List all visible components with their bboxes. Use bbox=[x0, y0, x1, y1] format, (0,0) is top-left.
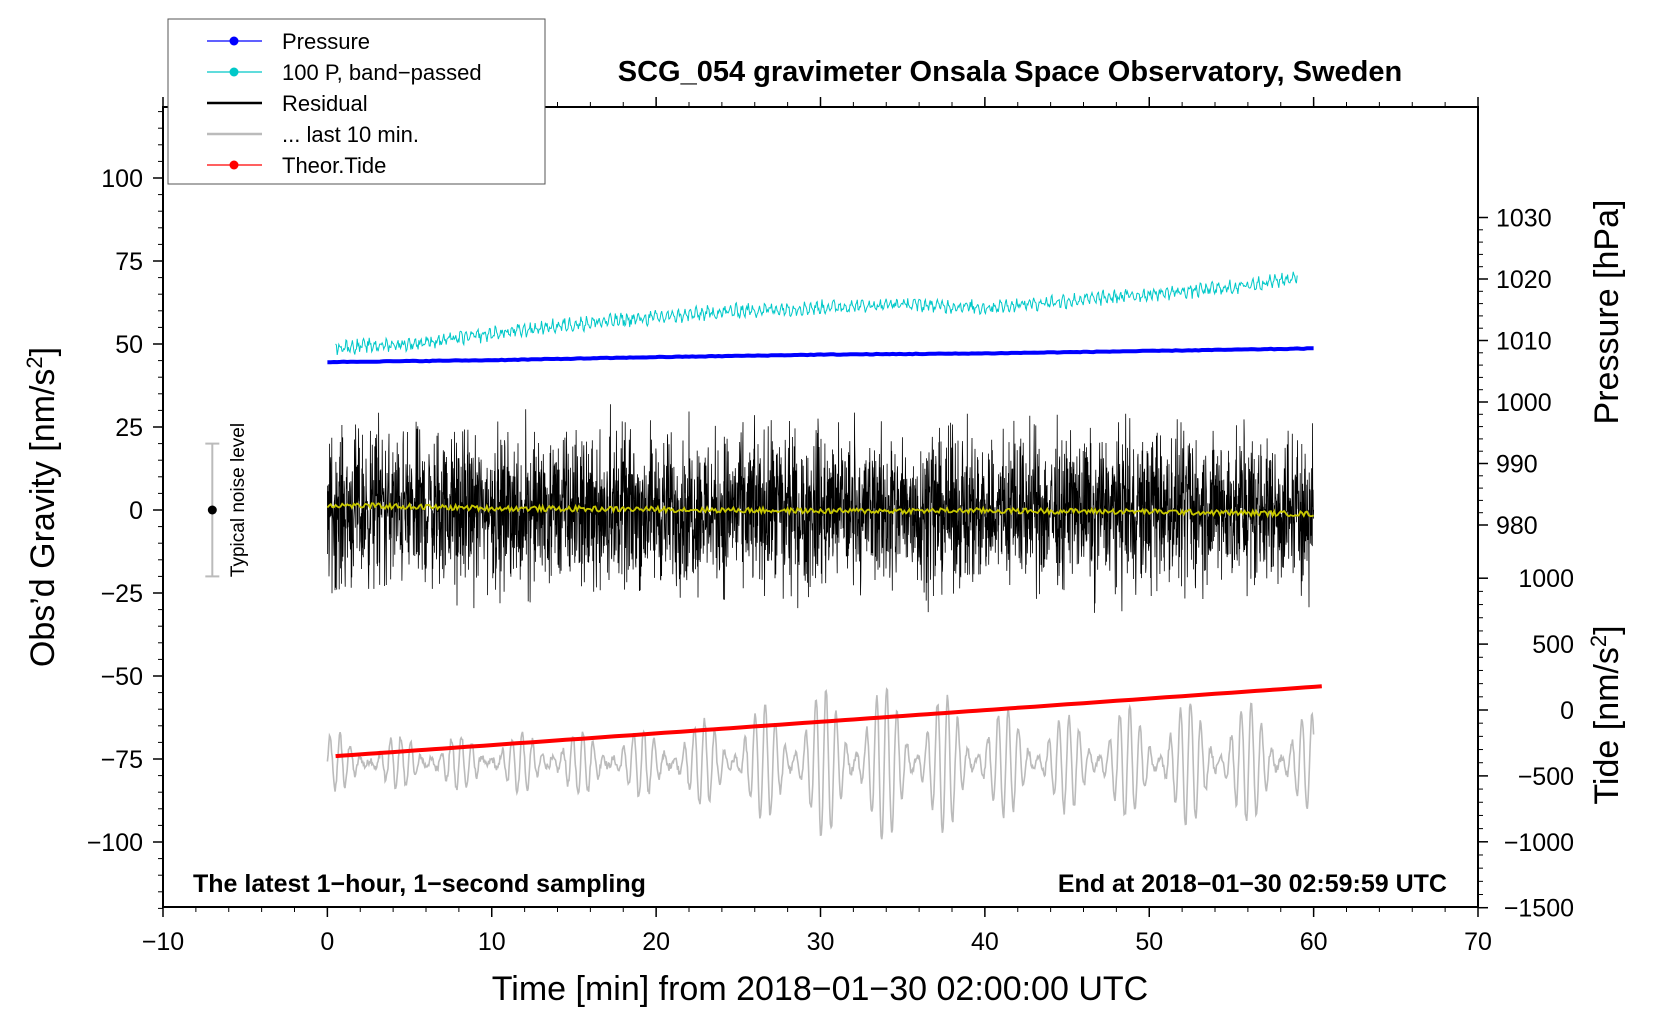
residual-smoothed-series bbox=[326, 501, 1314, 519]
x-tick-label: 40 bbox=[971, 928, 999, 956]
pressure-tick-label: 1010 bbox=[1496, 328, 1552, 356]
pressure-tick-label: 1020 bbox=[1496, 266, 1552, 294]
tide-tick-label: −500 bbox=[1518, 763, 1574, 791]
pressure-series bbox=[327, 346, 1314, 365]
pressure-tick-label: 990 bbox=[1496, 451, 1538, 479]
x-axis-label: Time [min] from 2018−01−30 02:00:00 UTC bbox=[492, 970, 1148, 1008]
series-layer bbox=[326, 271, 1322, 840]
legend: Pressure 100 P, band−passed Residual ... la… bbox=[207, 29, 482, 178]
legend-box bbox=[167, 18, 546, 185]
legend-label: Pressure bbox=[282, 29, 370, 54]
x-axis-ticks: −10 0 10 20 30 40 50 60 70 bbox=[142, 97, 1492, 956]
pressure-tick-label: 1000 bbox=[1496, 389, 1552, 417]
noise-center-dot bbox=[207, 505, 217, 515]
left-tick-label: 100 bbox=[101, 165, 143, 193]
left-tick-label: 0 bbox=[129, 497, 143, 525]
left-axis-label: Obs’d Gravity [nm/s2] bbox=[22, 347, 63, 667]
pressure-axis-label: Pressure [hPa] bbox=[1588, 200, 1626, 425]
residual-series bbox=[326, 404, 1314, 613]
left-tick-label: −25 bbox=[101, 580, 143, 608]
left-tick-label: −50 bbox=[101, 663, 143, 691]
tide-tick-label: 1000 bbox=[1518, 565, 1574, 593]
left-tick-label: 50 bbox=[115, 331, 143, 359]
theor-tide-series bbox=[335, 684, 1322, 759]
legend-label: 100 P, band−passed bbox=[282, 60, 482, 85]
noise-level-indicator bbox=[205, 442, 220, 578]
end-time-note: End at 2018−01−30 02:59:59 UTC bbox=[1058, 870, 1447, 898]
tide-tick-label: 500 bbox=[1532, 631, 1574, 659]
x-tick-label: 30 bbox=[807, 928, 835, 956]
noise-level-label: Typical noise level bbox=[228, 423, 249, 577]
pressure-tick-label: 980 bbox=[1496, 512, 1538, 540]
tide-tick-label: −1000 bbox=[1504, 829, 1574, 857]
pressure-axis-ticks: 1030 1020 1010 1000 990 980 bbox=[1478, 205, 1552, 540]
x-tick-label: 20 bbox=[642, 928, 670, 956]
legend-marker bbox=[229, 36, 239, 46]
x-tick-label: 50 bbox=[1135, 928, 1163, 956]
tide-axis-label: Tide [nm/s2] bbox=[1586, 625, 1627, 804]
x-tick-label: 60 bbox=[1300, 928, 1328, 956]
legend-label: Residual bbox=[282, 91, 368, 116]
left-tick-label: 75 bbox=[115, 248, 143, 276]
pressure-tick-label: 1030 bbox=[1496, 205, 1552, 233]
last-10-min-series bbox=[326, 687, 1315, 840]
left-axis-ticks: 100 75 50 25 0 −25 −50 −75 −100 bbox=[87, 111, 163, 909]
x-tick-label: 70 bbox=[1464, 928, 1492, 956]
left-tick-label: 25 bbox=[115, 414, 143, 442]
tide-tick-label: −1500 bbox=[1504, 895, 1574, 923]
x-tick-label: 10 bbox=[478, 928, 506, 956]
x-tick-label: 0 bbox=[320, 928, 334, 956]
chart-title: SCG_054 gravimeter Onsala Space Observat… bbox=[618, 56, 1402, 88]
tide-axis-ticks: 1000 500 0 −500 −1000 −1500 bbox=[1478, 565, 1574, 923]
left-tick-label: −100 bbox=[87, 829, 143, 857]
legend-label: ... last 10 min. bbox=[282, 122, 419, 147]
tide-tick-label: 0 bbox=[1560, 697, 1574, 725]
x-tick-label: −10 bbox=[142, 928, 184, 956]
legend-label: Theor.Tide bbox=[282, 153, 386, 178]
legend-marker bbox=[229, 67, 239, 77]
legend-marker bbox=[229, 160, 239, 170]
band-passed-pressure-series bbox=[335, 271, 1298, 355]
left-tick-label: −75 bbox=[101, 746, 143, 774]
sampling-note: The latest 1−hour, 1−second sampling bbox=[193, 870, 646, 898]
